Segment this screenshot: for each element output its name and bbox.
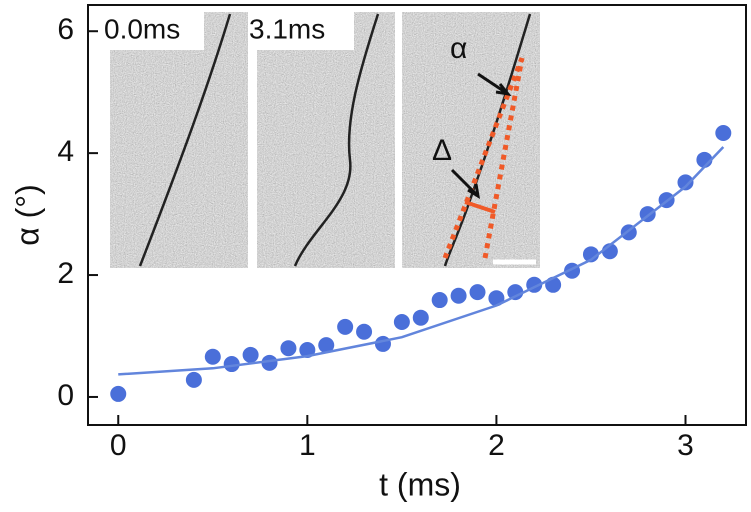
- inset-panel: [110, 12, 248, 268]
- y-tick-label: 2: [57, 257, 74, 290]
- arrow: [477, 72, 512, 97]
- data-point: [261, 354, 278, 371]
- delta-marker: [464, 200, 496, 214]
- data-point: [469, 284, 486, 301]
- guide-line: [442, 57, 525, 259]
- data-point: [450, 287, 467, 304]
- data-point: [110, 385, 127, 402]
- data-point: [431, 292, 448, 309]
- data-point: [242, 346, 259, 363]
- kink-line: [138, 13, 232, 267]
- data-point: [223, 356, 240, 373]
- time-stamp: 0.0ms: [104, 13, 180, 44]
- delta-label: Δ: [432, 134, 452, 167]
- y-axis-label: α (°): [9, 184, 45, 246]
- label-box: [102, 10, 204, 50]
- label-box: [250, 10, 354, 50]
- data-point: [507, 284, 524, 301]
- data-point: [299, 342, 316, 359]
- time-stamp: 3.1ms: [249, 13, 325, 44]
- x-tick-label: 1: [299, 429, 316, 462]
- data-point: [337, 318, 354, 335]
- arrow: [450, 168, 481, 199]
- data-point: [318, 337, 335, 354]
- x-axis-label: t (ms): [379, 466, 461, 502]
- data-point: [185, 371, 202, 388]
- data-point: [582, 246, 599, 263]
- data-point: [204, 348, 221, 365]
- data-point: [393, 313, 410, 330]
- plot-frame: [87, 4, 747, 426]
- data-point: [374, 335, 391, 352]
- x-tick-label: 3: [677, 429, 694, 462]
- data-point: [715, 125, 732, 142]
- fit-line: [118, 146, 725, 376]
- x-tick-label: 0: [110, 429, 127, 462]
- y-tick-label: 0: [57, 379, 74, 412]
- data-point: [412, 309, 429, 326]
- data-point: [280, 340, 297, 357]
- x-tick-label: 2: [488, 429, 505, 462]
- y-tick-label: 6: [57, 13, 74, 46]
- inset-panel: [257, 12, 395, 268]
- angle-label: α: [450, 32, 467, 65]
- inset-images: 0.0ms 3.1ms α Δ: [102, 10, 540, 268]
- data-point: [356, 323, 373, 340]
- data-point: [677, 174, 694, 191]
- y-tick-label: 4: [57, 135, 74, 168]
- kink-line: [443, 13, 532, 267]
- kink-line: [293, 13, 380, 267]
